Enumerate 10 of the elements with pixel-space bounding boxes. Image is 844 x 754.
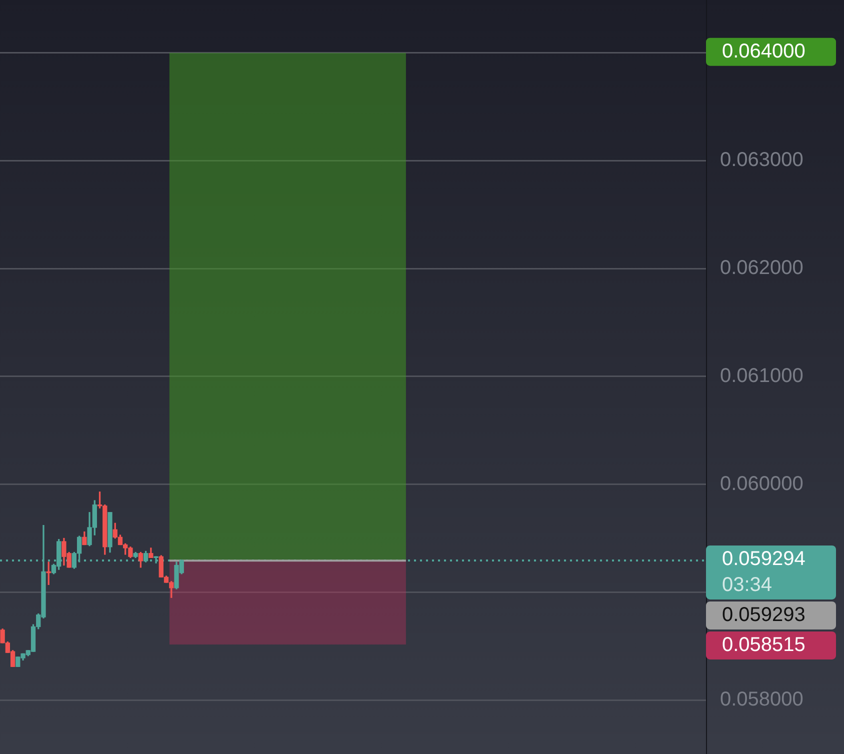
y-tick-label: 0.060000 [720,472,804,495]
text: 0.064000 [722,40,806,62]
text: 0.059293 [722,604,806,626]
y-tick-label: 0.062000 [720,257,804,280]
y-tick-label: 0.063000 [720,149,804,172]
text: 0.058515 [722,634,806,656]
y-tick-label: 0.058000 [720,688,804,711]
ref-line-label: 0.059294 [722,548,806,570]
text: 03:34 [722,574,772,596]
y-tick-label: 0.061000 [720,364,804,387]
